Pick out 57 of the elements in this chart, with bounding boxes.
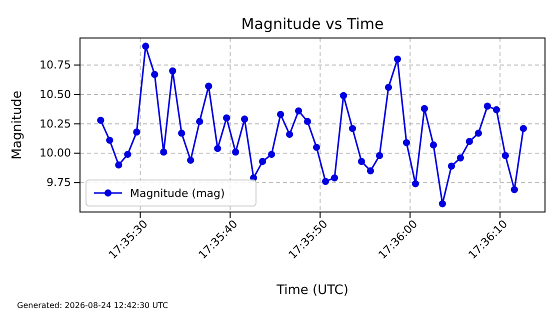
point [402, 139, 410, 146]
point [358, 158, 366, 166]
point [178, 130, 186, 137]
point [196, 118, 204, 126]
point [169, 67, 176, 74]
y-axis-title: Magnitude [10, 90, 25, 160]
point [330, 174, 338, 182]
point [492, 106, 500, 114]
point [448, 162, 456, 170]
y-tick-label: 10.00 [40, 146, 71, 160]
point [412, 180, 420, 188]
point [115, 161, 122, 169]
point [258, 158, 266, 166]
point [384, 84, 392, 91]
point [187, 156, 194, 164]
point [214, 144, 222, 152]
point [294, 107, 302, 114]
point [312, 144, 320, 151]
point [340, 92, 348, 100]
x-axis-title: Time (UTC) [276, 283, 348, 298]
y-tick-label: 10.50 [40, 88, 71, 101]
point [430, 141, 438, 149]
point [394, 56, 402, 63]
point [502, 152, 509, 160]
point [205, 82, 212, 90]
chart-title: Magnitude vs Time [241, 15, 384, 33]
point [510, 186, 518, 194]
point [366, 167, 374, 174]
point [376, 152, 384, 160]
legend-label: Magnitude (mag) [130, 187, 225, 200]
point [142, 42, 150, 50]
text: Generated: 2026-08-24 12:42:30 UTC [17, 301, 168, 310]
point [232, 148, 240, 156]
point [151, 70, 158, 78]
point [322, 178, 330, 185]
point [456, 154, 464, 162]
point [97, 116, 104, 124]
point [268, 150, 276, 158]
point [106, 136, 114, 144]
point [420, 104, 428, 112]
point [133, 128, 140, 136]
point [276, 110, 284, 118]
point [241, 116, 248, 123]
point [438, 200, 446, 208]
point [474, 130, 482, 137]
point [286, 130, 294, 138]
point [223, 114, 230, 122]
y-tick-label: 10.75 [40, 58, 71, 72]
point [348, 124, 356, 132]
y-tick-label: 9.75 [46, 176, 71, 190]
point [124, 150, 132, 158]
point [304, 118, 312, 126]
y-tick-label: 10.25 [40, 117, 71, 130]
point [484, 102, 491, 110]
point [466, 138, 473, 146]
point [160, 148, 168, 156]
point [520, 124, 527, 132]
